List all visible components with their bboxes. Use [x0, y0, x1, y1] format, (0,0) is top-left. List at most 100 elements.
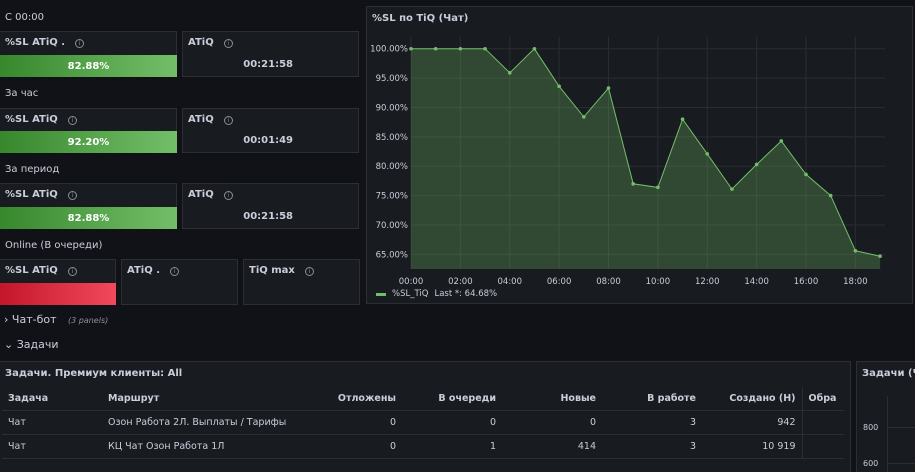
online-tiq-max-panel[interactable]: TiQ max i: [243, 259, 360, 305]
y-tick-label: 90.00%: [376, 103, 408, 113]
legend-swatch: [376, 292, 386, 296]
cell-created: 942: [702, 410, 803, 435]
x-tick-label: 08:00: [596, 277, 621, 287]
column-header-route[interactable]: Маршрут: [102, 388, 302, 411]
y-tick-label: 75.00%: [376, 192, 408, 202]
atiq-value: 00:21:58: [243, 59, 293, 70]
atiq-panel-3[interactable]: ATiQ i 00:21:58: [182, 183, 359, 229]
data-point: [853, 248, 858, 253]
cell-task: Чат: [2, 410, 102, 435]
row-chatbot-panel-count: (3 panels): [68, 316, 109, 325]
panel-title: ATiQ: [188, 37, 214, 48]
atiq-panel-1[interactable]: ATiQ i 00:21:58: [182, 31, 359, 77]
data-point: [631, 182, 635, 186]
info-icon[interactable]: i: [67, 191, 77, 200]
data-point: [433, 46, 438, 51]
online-atiq-panel[interactable]: ATiQ . i: [121, 259, 238, 305]
sl-atiq-panel-3[interactable]: %SL ATiQ i 82.88%: [0, 183, 177, 229]
y-tick-label: 70.00%: [376, 221, 408, 231]
data-point: [458, 46, 463, 51]
side-grid-line: [887, 396, 888, 472]
column-header-postponed[interactable]: Отложены: [302, 388, 402, 411]
chart-legend[interactable]: %SL_TiQ Last *: 64.68%: [376, 289, 497, 299]
cell-task: Чат: [2, 434, 102, 459]
data-point: [606, 86, 611, 90]
online-sl-atiq-panel[interactable]: %SL ATiQ i: [0, 259, 116, 305]
column-header-created[interactable]: Создано (Н): [702, 388, 803, 411]
sl-atiq-panel-1[interactable]: %SL ATiQ . i 82.88%: [0, 31, 177, 77]
info-icon[interactable]: i: [67, 116, 77, 125]
cell-new: 0: [502, 410, 602, 435]
column-header-in-progress[interactable]: В работе: [602, 388, 702, 411]
series-line: [411, 47, 881, 257]
side-panel-title: Задачи (Чат: [862, 368, 915, 379]
cell-in-queue: 0: [402, 410, 502, 435]
tasks-chat-side-panel[interactable]: Задачи (Чат 800 600: [856, 361, 915, 472]
row-chatbot[interactable]: › Чат-бот (3 panels): [4, 313, 108, 326]
data-point: [680, 117, 685, 122]
section-label-per-period: За период: [5, 164, 60, 175]
x-tick-label: 12:00: [695, 277, 720, 287]
info-icon[interactable]: i: [75, 39, 85, 48]
data-point: [507, 71, 512, 75]
panel-title: %SL ATiQ: [5, 189, 58, 200]
y-tick-label: 100.00%: [370, 45, 408, 55]
column-header-processed[interactable]: Обра: [802, 388, 844, 411]
x-tick-label: 02:00: [448, 277, 473, 287]
column-header-new[interactable]: Новые: [502, 388, 602, 411]
panel-title: ATiQ .: [127, 265, 160, 276]
cell-route: Озон Работа 2Л. Выплаты / Тарифы: [102, 410, 302, 435]
info-icon[interactable]: i: [223, 191, 233, 200]
row-tasks-label: Задачи: [16, 338, 59, 351]
info-icon[interactable]: i: [223, 39, 233, 48]
table-header-row: Задача Маршрут Отложены В очереди Новые …: [2, 388, 844, 411]
data-point: [730, 187, 734, 191]
atiq-value: 00:01:49: [243, 135, 293, 146]
row-tasks[interactable]: ⌄ Задачи: [4, 338, 59, 351]
sl-value: 92.20%: [67, 136, 110, 148]
y-tick-label: 85.00%: [376, 133, 408, 143]
cell-postponed: 0: [302, 434, 402, 459]
legend-last-value: Last *: 64.68%: [434, 289, 498, 299]
sl-value: 82.88%: [67, 60, 110, 72]
cell-in-progress: 3: [602, 410, 702, 435]
sl-atiq-panel-2[interactable]: %SL ATiQ i 92.20%: [0, 108, 177, 153]
data-point: [779, 139, 784, 143]
info-icon[interactable]: i: [170, 267, 179, 276]
data-point: [804, 172, 808, 177]
x-tick-label: 16:00: [794, 277, 819, 287]
atiq-panel-2[interactable]: ATiQ i 00:01:49: [182, 108, 359, 153]
chevron-right-icon: ›: [4, 313, 9, 326]
data-point: [828, 193, 833, 198]
x-tick-label: 06:00: [547, 277, 572, 287]
table-row[interactable]: Чат Озон Работа 2Л. Выплаты / Тарифы 0 0…: [2, 410, 844, 435]
x-tick-label: 00:00: [399, 277, 424, 287]
cell-route: КЦ Чат Озон Работа 1Л: [102, 434, 302, 459]
data-point: [409, 46, 413, 51]
data-point: [754, 162, 759, 167]
side-grid-line: [887, 427, 915, 428]
column-header-task[interactable]: Задача: [2, 388, 102, 411]
panel-title: %SL ATiQ .: [5, 37, 66, 48]
atiq-value: 00:21:58: [243, 211, 293, 222]
panel-title: TiQ max: [249, 265, 295, 276]
section-label-per-hour: За час: [5, 88, 39, 99]
chart-title: %SL по TiQ (Чат): [372, 13, 469, 24]
cell-postponed: 0: [302, 410, 402, 435]
sl-tiq-chart-panel[interactable]: %SL по TiQ (Чат) 100.00% 95.00% 90.00% 85.0…: [366, 6, 913, 304]
cell-processed: [802, 410, 844, 435]
data-point: [557, 84, 561, 89]
cell-processed: [802, 434, 844, 459]
column-header-in-queue[interactable]: В очереди: [402, 388, 502, 411]
info-icon[interactable]: i: [304, 267, 314, 276]
legend-series-name: %SL_TiQ: [392, 289, 429, 299]
tasks-table: Задача Маршрут Отложены В очереди Новые …: [2, 388, 844, 459]
info-icon[interactable]: i: [223, 116, 233, 125]
cell-created: 10 919: [702, 434, 803, 459]
sl-tiq-chart: 100.00% 95.00% 90.00% 85.00% 80.00% 75.00% 70.…: [370, 37, 885, 287]
panel-title: %SL ATiQ: [5, 265, 58, 276]
tasks-table-panel[interactable]: Задачи. Премиум клиенты: All Задача Марш…: [0, 361, 851, 472]
info-icon[interactable]: i: [67, 267, 77, 276]
section-label-online: Online (В очереди): [5, 240, 103, 251]
table-row[interactable]: Чат КЦ Чат Озон Работа 1Л 0 1 414 3 10 9…: [2, 434, 844, 459]
